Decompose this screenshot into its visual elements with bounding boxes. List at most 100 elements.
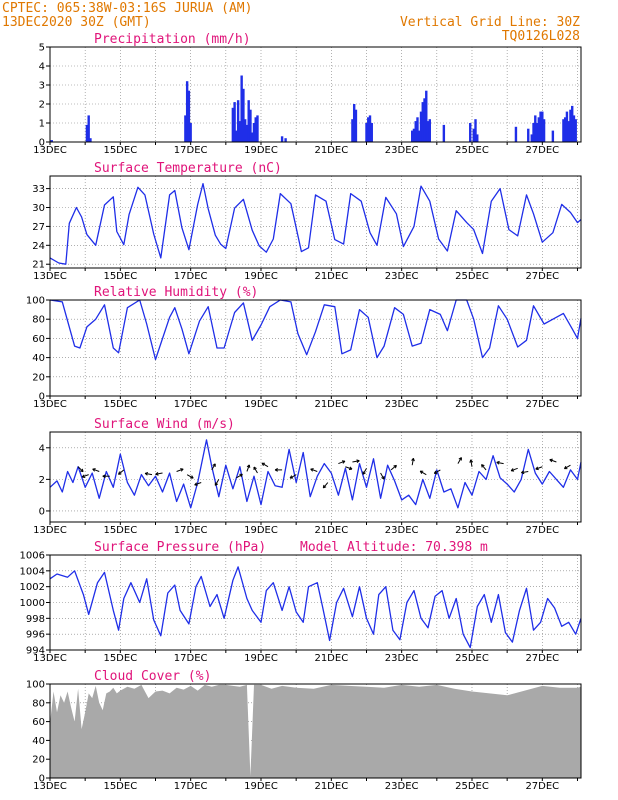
wind-arrow xyxy=(496,461,504,465)
wind-arrow xyxy=(77,466,84,473)
y-tick-label: 100 xyxy=(26,680,45,691)
precip-bar xyxy=(411,130,414,142)
x-tick-label: 19DEC xyxy=(244,271,278,282)
y-tick-label: 1000 xyxy=(20,598,45,609)
precip-bar xyxy=(419,111,423,142)
panel-title: Precipitation (mm/h) xyxy=(94,32,251,47)
y-tick-label: 60 xyxy=(32,334,45,345)
x-tick-label: 21DEC xyxy=(314,145,348,156)
precip-bar xyxy=(242,88,245,142)
x-tick-label: 19DEC xyxy=(244,525,278,536)
precip-bar xyxy=(572,115,576,142)
wind-arrowhead xyxy=(194,482,197,486)
precip-bar xyxy=(421,102,424,142)
precip-bar xyxy=(412,128,416,142)
x-tick-label: 15DEC xyxy=(103,781,137,792)
wind-arrow xyxy=(118,469,125,475)
panel-annotation: Model Altitude: 70.398 m xyxy=(300,540,488,555)
wind-arrowhead xyxy=(118,471,121,475)
panel-title: Surface Pressure (hPa) xyxy=(94,540,266,555)
precip-bar xyxy=(418,130,421,142)
x-tick-label: 27DEC xyxy=(525,781,559,792)
precip-bar xyxy=(254,117,257,142)
y-tick-label: 2 xyxy=(39,475,45,486)
panel-frame xyxy=(49,46,582,143)
x-tick-label: 23DEC xyxy=(385,525,419,536)
y-tick-label: 4 xyxy=(39,62,45,73)
x-tick-label: 21DEC xyxy=(314,399,348,410)
precip-bar xyxy=(240,75,243,142)
wind-arrow xyxy=(144,472,153,476)
wind-arrowhead xyxy=(289,475,293,479)
precip-bar xyxy=(243,119,247,142)
precip-bar xyxy=(569,109,572,142)
station-header: CPTEC: 065:38W-03:16S JURUA (AM) xyxy=(2,1,252,16)
precip-bar xyxy=(252,123,256,142)
wind-arrow xyxy=(481,464,487,471)
precip-bar xyxy=(189,123,192,142)
panel-title: Surface Wind (m/s) xyxy=(94,417,235,432)
model-id-label: TQ0126L028 xyxy=(502,29,580,44)
y-tick-label: 1004 xyxy=(20,566,45,577)
wind-arrow xyxy=(310,468,318,472)
precip-bar xyxy=(416,117,419,142)
wind-arrow xyxy=(155,472,163,475)
precip-bar xyxy=(87,115,90,142)
wind-arrow xyxy=(261,462,269,468)
series-line xyxy=(49,299,582,361)
x-tick-label: 15DEC xyxy=(103,399,137,410)
wind-arrow xyxy=(186,474,194,479)
y-tick-label: 0 xyxy=(39,138,45,149)
wind-arrow xyxy=(338,460,346,465)
x-tick-label: 21DEC xyxy=(314,271,348,282)
wind-arrow xyxy=(246,464,250,472)
precip-bar xyxy=(89,138,92,142)
wind-arrow xyxy=(564,464,571,470)
x-tick-label: 15DEC xyxy=(103,525,137,536)
precip-bar xyxy=(187,90,191,142)
precip-bar xyxy=(472,128,475,142)
run-date-header: 13DEC2020 30Z (GMT) xyxy=(2,15,151,30)
wind-arrow xyxy=(510,467,518,472)
precip-bar xyxy=(368,115,372,142)
wind-arrow xyxy=(289,474,297,479)
wind-arrowhead xyxy=(102,474,106,477)
y-tick-label: 21 xyxy=(32,260,45,271)
y-tick-label: 4 xyxy=(39,443,45,454)
x-tick-label: 21DEC xyxy=(314,653,348,664)
x-tick-label: 19DEC xyxy=(244,399,278,410)
y-tick-label: 40 xyxy=(32,353,45,364)
panel-title: Cloud Cover (%) xyxy=(94,669,211,684)
wind-arrow xyxy=(411,458,414,466)
precip-bar xyxy=(426,121,430,142)
pressure-panel: 994 996 998 1000 1002 1004 1006 13DEC 15DEC 17DEC… xyxy=(20,540,582,664)
series-line xyxy=(49,439,582,509)
wind-arrow xyxy=(362,468,367,475)
x-tick-label: 21DEC xyxy=(314,525,348,536)
y-tick-label: 5 xyxy=(39,43,45,54)
wind-arrowhead xyxy=(144,471,149,474)
precip-bar xyxy=(476,134,479,142)
y-tick-label: 2 xyxy=(39,100,45,111)
x-tick-label: 27DEC xyxy=(525,525,559,536)
wind-arrowhead xyxy=(356,460,360,464)
panel-title: Surface Temperature (nC) xyxy=(94,161,282,176)
precip-bar xyxy=(367,117,370,142)
y-tick-label: 0 xyxy=(39,392,45,403)
wind-arrowhead xyxy=(412,458,415,462)
cloud-cover-panel: 0 20 40 60 80 100 13DEC 15DEC 17DEC 19DEC 21DEC 23D… xyxy=(26,669,582,792)
panel-frame xyxy=(49,299,582,397)
x-tick-label: 19DEC xyxy=(244,145,278,156)
precip-bar xyxy=(238,121,242,142)
wind-arrowhead xyxy=(470,459,474,463)
x-tick-label: 23DEC xyxy=(385,399,419,410)
x-tick-label: 19DEC xyxy=(244,781,278,792)
precip-bar xyxy=(428,119,431,142)
x-tick-label: 27DEC xyxy=(525,399,559,410)
y-tick-label: 33 xyxy=(32,184,45,195)
y-tick-label: 30 xyxy=(32,203,45,214)
x-tick-label: 15DEC xyxy=(103,271,137,282)
precip-bar xyxy=(469,123,472,142)
precip-bar xyxy=(235,130,238,142)
